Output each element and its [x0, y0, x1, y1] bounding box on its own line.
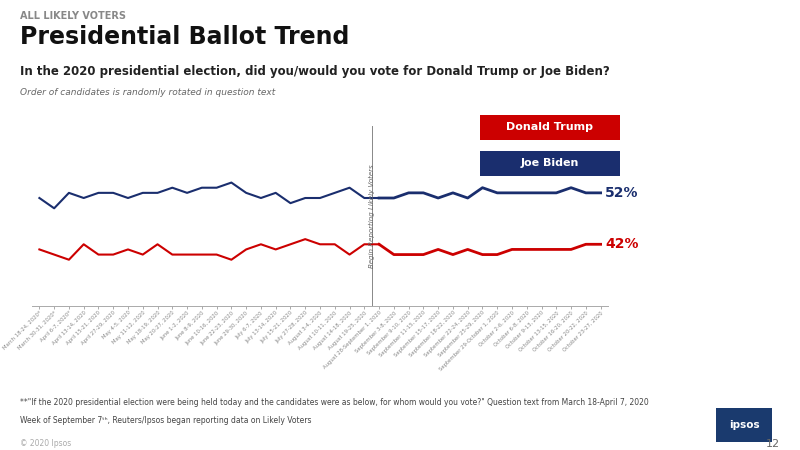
Text: ALL LIKELY VOTERS: ALL LIKELY VOTERS	[20, 11, 126, 21]
Text: **"If the 2020 presidential election were being held today and the candidates we: **"If the 2020 presidential election wer…	[20, 398, 649, 407]
Text: Presidential Ballot Trend: Presidential Ballot Trend	[20, 25, 350, 49]
Text: 42%: 42%	[605, 237, 638, 251]
Text: In the 2020 presidential election, did you/would you vote for Donald Trump or Jo: In the 2020 presidential election, did y…	[20, 65, 610, 78]
Text: 12: 12	[766, 439, 780, 449]
Text: © 2020 Ipsos: © 2020 Ipsos	[20, 439, 71, 448]
Text: ipsos: ipsos	[729, 420, 759, 430]
Text: 52%: 52%	[605, 186, 638, 200]
Text: Begin Reporting Likely Voters: Begin Reporting Likely Voters	[369, 164, 374, 268]
Text: Week of September 7ᵗʰ, Reuters/Ipsos began reporting data on Likely Voters: Week of September 7ᵗʰ, Reuters/Ipsos beg…	[20, 416, 311, 425]
Text: Joe Biden: Joe Biden	[521, 158, 579, 168]
Text: Order of candidates is randomly rotated in question text: Order of candidates is randomly rotated …	[20, 88, 275, 97]
Text: Donald Trump: Donald Trump	[506, 122, 594, 132]
